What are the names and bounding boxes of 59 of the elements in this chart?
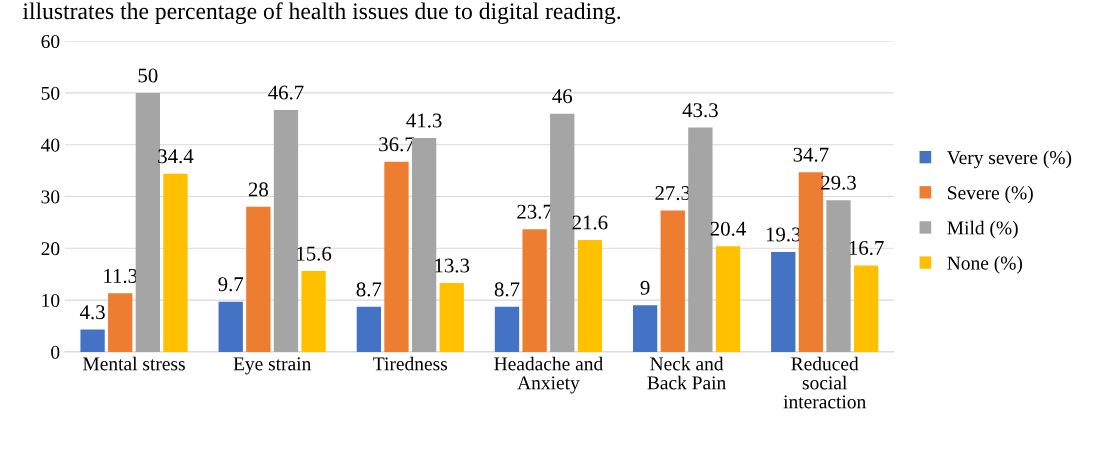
y-tick-label: 20 <box>41 242 60 256</box>
bar <box>301 271 326 352</box>
data-label: 41.3 <box>406 113 442 128</box>
text: illustrates the percentage of health issues due to digital reading. <box>22 2 621 24</box>
data-label: 46.7 <box>268 85 304 100</box>
data-label: 9.7 <box>218 277 244 292</box>
data-label: 46 <box>552 89 573 104</box>
bar <box>80 329 105 352</box>
data-label: 27.3 <box>655 186 691 201</box>
y-tick-label: 10 <box>42 293 60 308</box>
data-label: 15.6 <box>297 246 332 261</box>
x-tick-label: Eye strain <box>233 357 312 375</box>
bar <box>356 306 382 352</box>
legend-label: Mild (%) <box>947 220 1018 239</box>
data-label: 20.4 <box>710 221 746 236</box>
bar <box>273 110 299 352</box>
data-label: 34.4 <box>158 149 194 164</box>
y-tick-label: 60 <box>41 34 60 49</box>
data-label: 34.7 <box>793 147 829 162</box>
bar <box>632 305 658 352</box>
y-tick-label: 50 <box>41 86 60 100</box>
data-label: 4.3 <box>79 305 105 320</box>
bar <box>135 92 160 352</box>
data-label: 43.3 <box>682 103 718 118</box>
bar <box>163 173 188 352</box>
y-tick-label: 40 <box>41 138 60 152</box>
data-label: 28 <box>248 182 268 197</box>
y-tick-label: 30 <box>41 190 60 204</box>
legend-label: Severe (%) <box>948 185 1033 204</box>
bar <box>439 283 464 352</box>
bar <box>771 251 796 352</box>
data-label: 8.7 <box>494 282 520 297</box>
bar <box>218 301 243 352</box>
data-label: 23.7 <box>517 204 553 219</box>
legend-label: Very severe (%) <box>946 150 1072 169</box>
bar <box>246 206 271 352</box>
bar <box>853 265 879 352</box>
x-tick-label: Headache and Anxiety <box>494 356 603 394</box>
bar <box>522 229 547 352</box>
data-label: 50 <box>138 68 158 83</box>
data-label: 8.7 <box>356 282 382 297</box>
data-label: 13.3 <box>435 258 470 273</box>
y-tick-label: 0 <box>51 345 60 359</box>
x-tick-label: Tiredness <box>373 356 448 371</box>
x-tick-label: Reduced social interaction <box>783 356 866 409</box>
data-label: 36.7 <box>379 137 415 152</box>
bar <box>384 161 409 352</box>
bar <box>715 246 741 352</box>
bar <box>826 200 851 352</box>
bar <box>494 306 520 352</box>
data-label: 21.6 <box>572 215 608 230</box>
data-label: 16.7 <box>849 240 884 256</box>
data-label: 9 <box>640 280 650 295</box>
legend-label: None (%) <box>947 255 1023 274</box>
bar <box>108 293 133 352</box>
x-tick-label: Mental stress <box>83 356 185 371</box>
bar <box>660 210 685 352</box>
x-tick-label: Neck and Back Pain <box>647 356 726 390</box>
bar <box>577 240 603 352</box>
